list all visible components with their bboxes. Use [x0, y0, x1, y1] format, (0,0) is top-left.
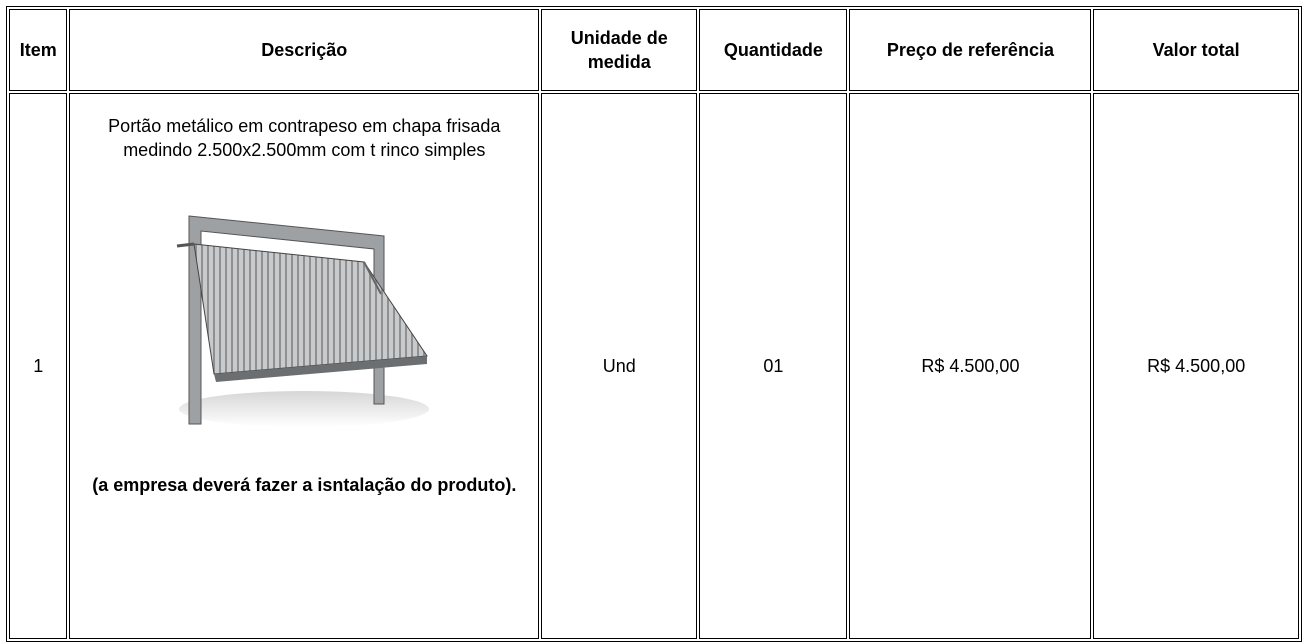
item-row: 1 Portão metálico em contrapeso em chapa… [9, 93, 1299, 639]
header-cell: Preço de referência [849, 9, 1092, 91]
gate-image [177, 215, 430, 427]
header-cell: Quantidade [699, 9, 848, 91]
quantity-cell: 01 [699, 93, 848, 639]
header-cell: Unidade de medida [541, 9, 698, 91]
items-table: Item Descrição Unidade de medida Quantid… [6, 6, 1302, 642]
header-row: Item Descrição Unidade de medida Quantid… [9, 9, 1299, 91]
unit-cell: Und [541, 93, 698, 639]
description-text: Portão metálico em contrapeso em chapa f… [108, 116, 501, 160]
note-text: (a empresa deverá fazer a isntalação do … [92, 475, 517, 495]
description-cell: Portão metálico em contrapeso em chapa f… [69, 93, 540, 639]
total-value-cell: R$ 4.500,00 [1093, 93, 1299, 639]
item-cell: 1 [9, 93, 68, 639]
page: Item Descrição Unidade de medida Quantid… [6, 6, 1302, 642]
header-cell: Descrição [69, 9, 540, 91]
header-cell: Item [9, 9, 68, 91]
header-cell: Valor total [1093, 9, 1299, 91]
reference-price-cell: R$ 4.500,00 [849, 93, 1092, 639]
